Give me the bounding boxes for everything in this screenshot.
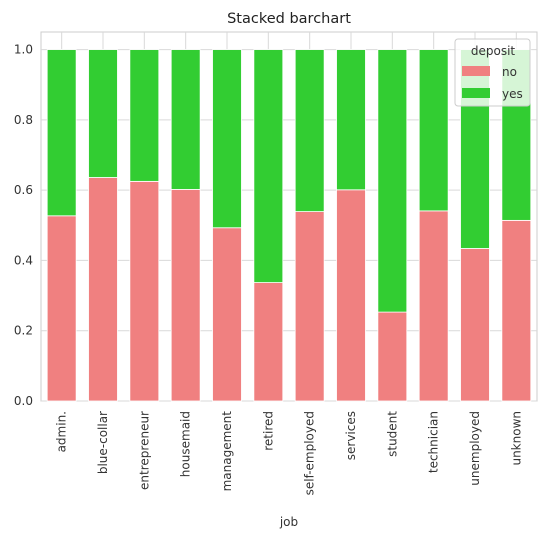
legend-title: deposit (471, 44, 516, 58)
bar-yes-entrepreneur (129, 49, 160, 182)
bar-yes-management (212, 49, 242, 229)
legend: deposit no yes (454, 38, 531, 107)
bar-no-housemaid (170, 189, 201, 402)
x-tick-label: technician (427, 411, 441, 473)
bar-no-services (336, 189, 366, 402)
bar-no-self-employed (294, 211, 325, 402)
x-tick-label: housemaid (179, 411, 193, 477)
chart-title: Stacked barchart (227, 11, 351, 27)
y-tick-label: 1.0 (14, 43, 33, 57)
bar-yes-services (336, 49, 366, 191)
legend-swatch-no (462, 66, 490, 76)
x-tick-label: admin. (55, 411, 69, 452)
bar-yes-blue-collar (88, 49, 118, 178)
y-tick-label: 0.8 (14, 113, 33, 127)
x-tick-label: entrepreneur (137, 411, 151, 490)
bar-yes-retired (253, 49, 284, 283)
x-tick-label: unknown (509, 411, 523, 466)
bar-yes-technician (418, 49, 449, 212)
bar-no-entrepreneur (129, 180, 160, 402)
bar-yes-admin- (46, 49, 77, 217)
x-axis-title: job (279, 515, 298, 529)
bar-no-retired (253, 282, 284, 402)
y-tick-label: 0.2 (14, 324, 33, 338)
bar-no-management (212, 227, 242, 402)
plot-area (40, 31, 538, 402)
x-tick-label: retired (261, 411, 275, 451)
legend-label-yes: yes (502, 87, 523, 101)
bar-yes-housemaid (170, 49, 201, 190)
y-tick-label: 0.6 (14, 183, 33, 197)
bar-no-student (377, 311, 408, 402)
y-tick-label: 0.0 (14, 394, 33, 408)
x-tick-label: services (344, 411, 358, 460)
x-tick-label: management (220, 411, 234, 492)
legend-swatch-yes (462, 88, 490, 98)
x-tick-label: blue-collar (96, 411, 110, 474)
bar-no-blue-collar (88, 177, 118, 402)
bar-no-unknown (501, 219, 532, 402)
bar-yes-self-employed (294, 49, 325, 212)
x-tick-label: student (385, 411, 399, 457)
x-tick-labels: admin. blue-collar entrepreneur housemaid ma… (55, 411, 524, 496)
bar-yes-student (377, 49, 408, 313)
y-tick-label: 0.4 (14, 253, 33, 267)
bar-no-unemployed (460, 248, 490, 402)
x-tick-label: self-employed (303, 411, 317, 495)
bar-no-technician (418, 210, 449, 402)
y-tick-labels: 0.0 0.2 0.4 0.6 0.8 1.0 (14, 43, 33, 408)
x-tick-label: unemployed (468, 411, 482, 486)
legend-label-no: no (502, 65, 517, 79)
bar-no-admin- (46, 215, 77, 402)
